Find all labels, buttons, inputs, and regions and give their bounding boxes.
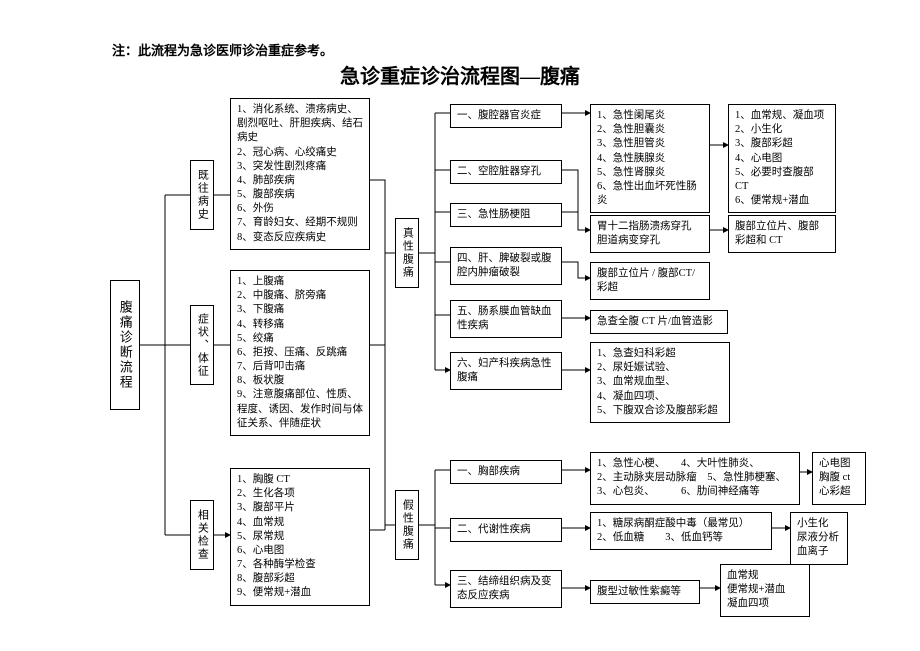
tb3: 三、急性肠梗阻 bbox=[450, 203, 562, 227]
fb3: 三、结缔组织病及变态反应疾病 bbox=[450, 570, 562, 608]
branch-history: 既往病史 bbox=[190, 160, 214, 230]
outf1r: 心电图 胸腹 ct 心彩超 bbox=[812, 452, 866, 505]
fb1: 一、胸部疾病 bbox=[450, 460, 562, 484]
outf3: 腹型过敏性紫癜等 bbox=[590, 580, 700, 604]
branch-exam: 相关检查 bbox=[190, 500, 214, 570]
true-pain: 真性腹痛 bbox=[395, 218, 419, 288]
page-title: 急诊重症诊治流程图—腹痛 bbox=[0, 60, 920, 89]
out1r: 1、血常规、凝血项 2、小生化 3、腹部彩超 4、心电图 5、必要时查腹部 CT… bbox=[728, 104, 836, 213]
outf2r: 小生化 尿液分析 血离子 bbox=[790, 512, 848, 565]
symptom-items: 1、上腹痛 2、中腹痛、脐旁痛 3、下腹痛 4、转移痛 5、绞痛 6、拒按、压痛… bbox=[230, 270, 370, 436]
history-items: 1、消化系统、溃疡病史、剧烈呕吐、肝胆疾病、结石病史 2、冠心病、心绞痛史 3、… bbox=[230, 98, 370, 250]
fb2: 二、代谢性疾病 bbox=[450, 518, 562, 542]
out4: 腹部立位片 / 腹部CT/彩超 bbox=[590, 262, 710, 300]
outf3r: 血常规 便常规+潜血 凝血四项 bbox=[720, 564, 810, 617]
false-pain: 假性腹痛 bbox=[395, 490, 419, 560]
out5: 急查全腹 CT 片/血管造影 bbox=[590, 310, 728, 334]
note-text: 注：此流程为急诊医师诊治重症参考。 bbox=[112, 40, 333, 59]
tb5: 五、肠系膜血管缺血性疾病 bbox=[450, 300, 562, 338]
tb6: 六、妇产科疾病急性腹痛 bbox=[450, 352, 562, 390]
out6: 1、急查妇科彩超 2、尿妊娠试验、 3、血常规血型、 4、凝血四项、 5、下腹双… bbox=[590, 342, 730, 423]
outf1: 1、急性心梗、 4、大叶性肺炎、 2、主动脉夹层动脉瘤 5、急性肺梗塞、 3、心… bbox=[590, 452, 800, 505]
out1: 1、急性阑尾炎 2、急性胆囊炎 3、急性胆管炎 4、急性胰腺炎 5、急性肾腺炎 … bbox=[590, 104, 710, 213]
tb4: 四、肝、脾破裂或腹腔内肿瘤破裂 bbox=[450, 247, 562, 285]
outf2: 1、糖尿病酮症酸中毒（最常见） 2、低血糖 3、低血钙等 bbox=[590, 512, 772, 550]
root-node: 腹痛诊断流程 bbox=[110, 280, 140, 410]
exam-items: 1、胸腹 CT 2、生化各项 3、腹部平片 4、血常规 5、尿常规 6、心电图 … bbox=[230, 468, 370, 606]
tb2: 二、空腔脏器穿孔 bbox=[450, 160, 562, 184]
tb1: 一、腹腔器官炎症 bbox=[450, 104, 562, 128]
out2r: 腹部立位片、腹部彩超和 CT bbox=[728, 215, 836, 253]
branch-symptom: 症状、体征 bbox=[190, 305, 214, 385]
out2: 胃十二指肠溃疡穿孔 胆道病变穿孔 bbox=[590, 215, 710, 253]
